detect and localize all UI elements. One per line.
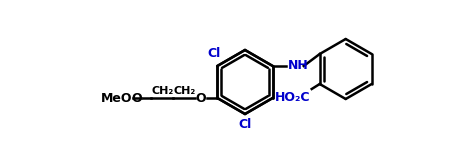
Text: NH: NH [288,60,308,72]
Text: HO₂C: HO₂C [275,91,311,104]
Text: O: O [196,92,206,104]
Text: Cl: Cl [238,118,252,131]
Text: CH₂: CH₂ [173,86,196,96]
Text: CH₂: CH₂ [151,86,174,96]
Text: O: O [132,92,142,104]
Text: Cl: Cl [207,47,221,60]
Text: MeO: MeO [101,92,132,104]
